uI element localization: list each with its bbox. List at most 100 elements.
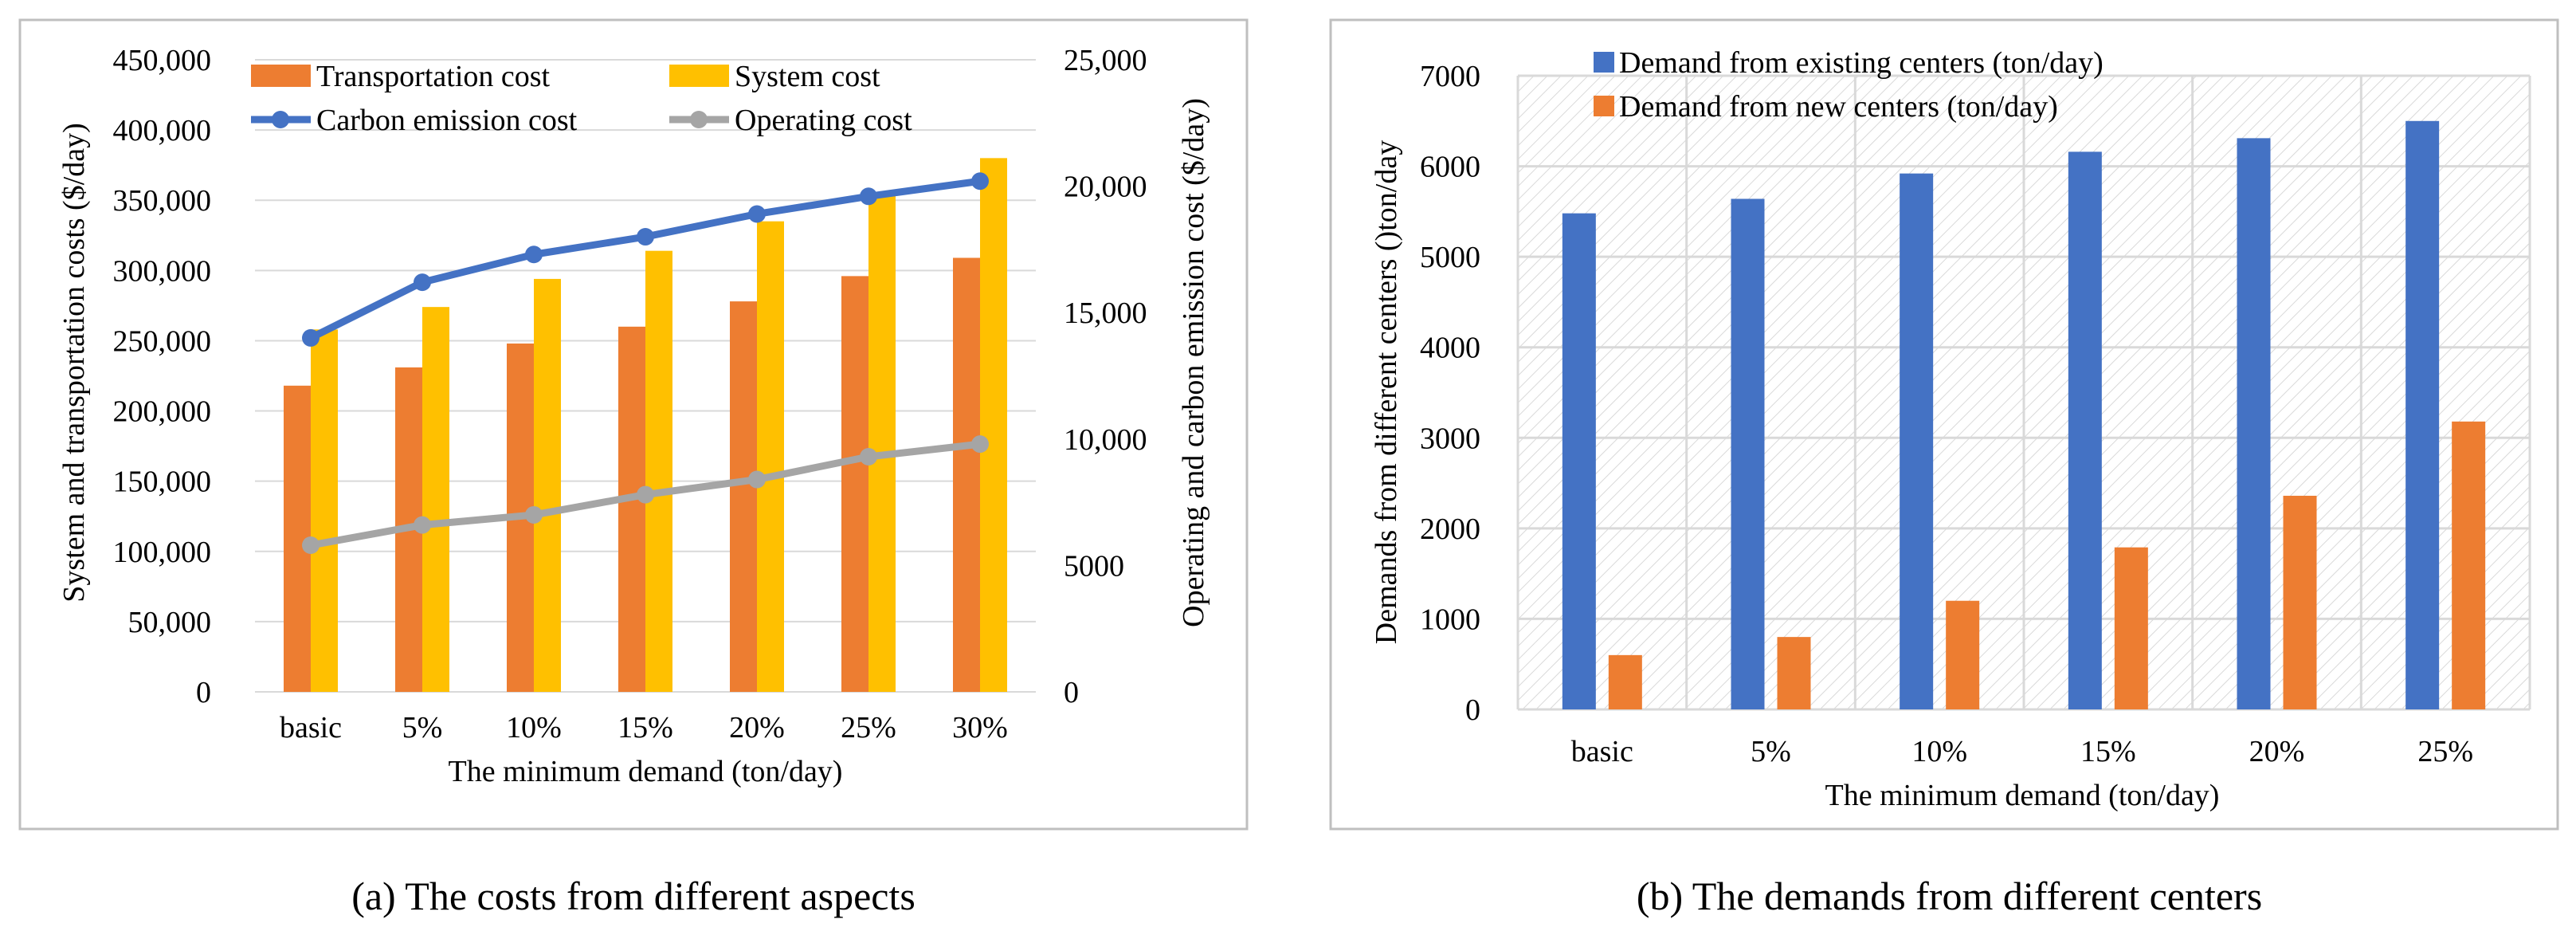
chart-a-point-carbon (971, 172, 989, 191)
chart-a-bar-system (645, 250, 672, 692)
chart-a-x-tick: 5% (402, 711, 443, 744)
chart-a-y2-axis-label: Operating and carbon emission cost ($/da… (1177, 98, 1210, 627)
chart-b-y-tick: 7000 (1420, 60, 1480, 93)
chart-b-bar-existing (2068, 151, 2102, 709)
chart-a-y-tick: 250,000 (113, 324, 212, 358)
chart-a-point-carbon (860, 187, 877, 206)
chart-a-legend: Transportation cost System cost Carbon emi… (251, 60, 912, 137)
chart-a-y2-tick: 0 (1064, 676, 1079, 709)
chart-a-point-operating (860, 448, 877, 466)
chart-a-y-tick: 450,000 (113, 44, 212, 77)
chart-b-x-tick: 20% (2249, 735, 2305, 768)
chart-a-y-tick: 150,000 (113, 466, 212, 499)
chart-a-bar-system (980, 158, 1007, 692)
chart-b-x-tick: basic (1571, 735, 1633, 768)
chart-b-bar-new (2452, 421, 2486, 709)
chart-b-y-tick: 6000 (1420, 151, 1480, 184)
chart-a-y2-tick-labels: 0 5000 10,000 15,000 20,000 25,000 (1064, 44, 1147, 709)
chart-b-y-tick: 3000 (1420, 422, 1480, 455)
chart-b-legend-swatch (1594, 52, 1614, 73)
chart-a-legend-label: System cost (735, 60, 880, 93)
chart-b-y-tick-labels: 0 1000 2000 3000 4000 5000 6000 7000 (1420, 60, 1480, 727)
chart-b-legend-swatch (1594, 96, 1614, 116)
chart-b-x-axis-label: The minimum demand (ton/day) (1825, 779, 2220, 812)
chart-a-x-axis-label: The minimum demand (ton/day) (449, 755, 843, 788)
chart-a-bar-transportation (730, 301, 757, 692)
chart-a-y-tick: 300,000 (113, 254, 212, 288)
chart-b-bar-new (1608, 654, 1642, 709)
chart-a-y-tick: 400,000 (113, 114, 212, 147)
chart-b-bar-new (2114, 547, 2148, 709)
chart-b-bar-existing (2405, 120, 2440, 710)
chart-b-y-tick: 2000 (1420, 513, 1480, 546)
chart-a-legend-label: Carbon emission cost (316, 104, 578, 137)
chart-b-demands: 0 1000 2000 3000 4000 5000 6000 7000 basic 5% 10%… (1329, 18, 2559, 831)
chart-b-legend: Demand from existing centers (ton/day) De… (1594, 46, 2104, 124)
chart-a-point-carbon (414, 273, 431, 292)
caption-a: (a) The costs from different aspects (351, 874, 916, 918)
chart-a-x-tick: 10% (506, 711, 562, 744)
chart-a-x-tick: 15% (618, 711, 673, 744)
chart-b-bar-new (1946, 600, 1980, 709)
chart-b-y-tick: 1000 (1420, 603, 1480, 636)
chart-b-bar-new (1777, 637, 1811, 709)
chart-b-bar-existing (2237, 138, 2271, 710)
chart-a-y-tick: 50,000 (128, 606, 212, 639)
chart-b-y-axis-label: Demands from different centers ()ton/day (1370, 140, 1403, 644)
chart-a-legend-swatch (669, 65, 729, 87)
chart-a-y2-tick: 10,000 (1064, 423, 1147, 457)
chart-a-bar-transportation (953, 257, 980, 692)
chart-a-point-operating (525, 505, 543, 524)
chart-b-x-tick: 15% (2080, 735, 2136, 768)
chart-a-x-tick: basic (280, 711, 342, 744)
chart-a-y-tick: 0 (196, 676, 211, 709)
chart-b-gridlines (1516, 74, 2531, 711)
chart-a-lines (302, 172, 989, 555)
chart-a-y-tick: 100,000 (113, 536, 212, 569)
chart-a-legend-marker (272, 111, 289, 128)
chart-a-y-axis-label: System and transportation costs ($/day) (57, 123, 91, 603)
chart-a-point-operating (971, 435, 989, 454)
chart-a-legend-swatch (251, 65, 311, 87)
chart-a-x-tick-labels: basic 5% 10% 15% 20% 25% 30% (280, 711, 1008, 744)
chart-a-point-carbon (525, 246, 543, 264)
chart-a-legend-marker (690, 111, 708, 128)
chart-a-y2-tick: 15,000 (1064, 297, 1147, 330)
chart-a-bar-system (422, 307, 449, 692)
chart-a-point-carbon (302, 328, 320, 347)
chart-a-costs: 0 50,000 100,000 150,000 200,000 250,000 300,0… (18, 18, 1249, 831)
chart-a-point-carbon (637, 228, 654, 246)
chart-b-bars (1562, 120, 2486, 710)
chart-b-x-tick: 10% (1911, 735, 1967, 768)
chart-a-y-tick: 350,000 (113, 184, 212, 218)
chart-b-bar-existing (1900, 173, 1934, 709)
chart-b-x-tick-labels: basic 5% 10% 15% 20% 25% (1571, 735, 2473, 768)
chart-a-y-tick-labels: 0 50,000 100,000 150,000 200,000 250,000 300,0… (113, 44, 212, 709)
chart-a-x-tick: 30% (952, 711, 1008, 744)
chart-a-bar-system (757, 221, 784, 693)
chart-b-y-tick: 0 (1465, 693, 1480, 727)
chart-a-y2-tick: 20,000 (1064, 171, 1147, 204)
chart-a-bar-system (311, 329, 338, 692)
chart-a-bar-system (534, 278, 561, 692)
chart-a-bar-transportation (841, 276, 868, 693)
caption-b: (b) The demands from different centers (1636, 874, 2263, 918)
chart-b-y-tick: 4000 (1420, 332, 1480, 365)
chart-b-y-tick: 5000 (1420, 241, 1480, 274)
chart-a-legend-label: Operating cost (735, 104, 912, 137)
chart-a-x-tick: 25% (841, 711, 896, 744)
chart-a-x-tick: 20% (729, 711, 785, 744)
chart-a-legend-label: Transportation cost (316, 60, 551, 93)
chart-a-bar-transportation (618, 326, 645, 692)
chart-a-y2-tick: 25,000 (1064, 44, 1147, 77)
chart-a-point-operating (637, 485, 654, 504)
chart-a-y2-tick: 5000 (1064, 549, 1124, 583)
chart-a-point-carbon (748, 205, 766, 223)
chart-b-bar-existing (1562, 213, 1596, 710)
chart-b-x-tick: 5% (1751, 735, 1791, 768)
chart-a-point-operating (414, 516, 431, 534)
chart-a-y-tick: 200,000 (113, 395, 212, 429)
chart-b-bar-existing (1731, 198, 1765, 709)
chart-b-legend-label: Demand from existing centers (ton/day) (1619, 46, 2104, 80)
